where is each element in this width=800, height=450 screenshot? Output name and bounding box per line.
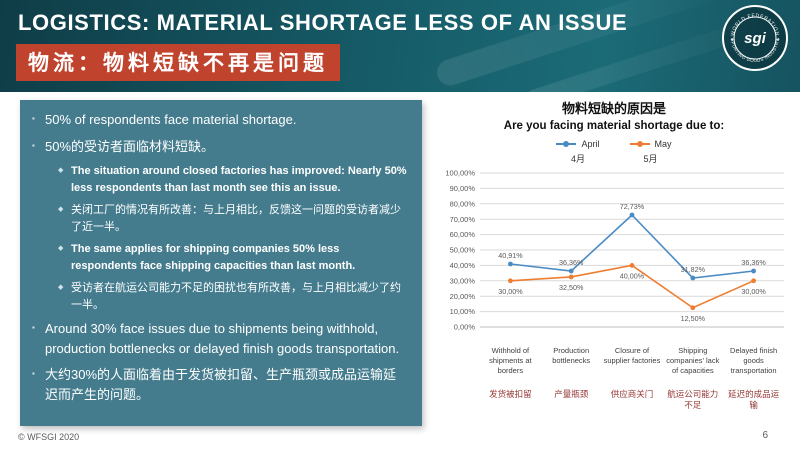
legend-marker-icon xyxy=(629,141,650,147)
x-category-label-zh: 产量瓶颈 xyxy=(554,389,589,399)
bullet-text: The same applies for shipping companies … xyxy=(71,243,356,272)
bullet-panel: ▪ 50% of respondents face material shorta… xyxy=(20,100,422,426)
data-point xyxy=(629,263,635,268)
bullet-text: 大约30%的人面临着由于发货被扣留、生产瓶颈或成品运输延迟而产生的问题。 xyxy=(45,367,397,402)
x-category-label-en: Withhold of shipments at borders xyxy=(489,346,532,376)
copyright-text: © WFSGI 2020 xyxy=(18,432,80,442)
y-tick-label: 100,00% xyxy=(445,169,475,178)
logo-star-icon: ✦ xyxy=(776,37,780,43)
legend-label-zh: 5月 xyxy=(643,154,658,164)
data-point xyxy=(751,268,756,274)
data-label: 30,00% xyxy=(498,287,523,296)
bullet-item: ▪ 大约30%的人面临着由于发货被扣留、生产瓶颈或成品运输延迟而产生的问题。 xyxy=(32,365,408,404)
data-point xyxy=(629,212,635,218)
y-tick-label: 0,00% xyxy=(454,323,476,332)
chart-title-en: Are you facing material shortage due to: xyxy=(503,120,725,132)
x-category: Closure of supplier factories 供应商关门 xyxy=(602,346,663,412)
y-tick-label: 50,00% xyxy=(450,246,476,255)
data-point xyxy=(568,268,574,274)
bullet-text: The situation around closed factories ha… xyxy=(71,165,407,194)
data-point xyxy=(751,278,756,284)
bullet-marker-icon: ▪ xyxy=(32,369,35,378)
bullet-text: 关闭工厂的情况有所改善：与上月相比，反馈这一问题的受访者减少了近一半。 xyxy=(71,204,401,233)
data-label: 12,50% xyxy=(681,314,706,323)
x-category-label-en: Closure of supplier factories xyxy=(603,346,661,366)
x-category-label-zh: 供应商关门 xyxy=(610,389,654,399)
data-label: 36,36% xyxy=(741,258,766,267)
x-category-label-zh: 发货被扣留 xyxy=(489,389,532,399)
bullet-marker-icon: ▪ xyxy=(32,114,35,123)
data-label: 72,73% xyxy=(620,202,645,211)
data-point xyxy=(690,305,696,311)
y-tick-label: 30,00% xyxy=(450,276,476,285)
header: LOGISTICS: MATERIAL SHORTAGE LESS OF AN … xyxy=(0,0,800,92)
bullet-list: ▪ 50% of respondents face material shorta… xyxy=(32,110,408,404)
data-point xyxy=(690,275,696,281)
x-category: Withhold of shipments at borders 发货被扣留 xyxy=(480,346,541,412)
legend-label: April xyxy=(581,139,600,149)
series-line-april xyxy=(510,213,754,279)
y-tick-label: 80,00% xyxy=(450,199,476,208)
chart-title-zh: 物料短缺的原因是 xyxy=(561,101,666,116)
x-category-labels: Withhold of shipments at borders 发货被扣留 Pro… xyxy=(480,346,784,412)
legend-item: April 4月 xyxy=(556,139,600,165)
bullet-item: ▪ Around 30% face issues due to shipments… xyxy=(32,319,408,358)
bullet-item: ◆ The same applies for shipping companies… xyxy=(58,241,408,274)
sgi-logo: WORLD FEDERATION SPORTING GOODS INDUSTRY… xyxy=(722,5,788,71)
bullet-marker-icon: ▪ xyxy=(32,140,35,150)
logo-star-icon: ✦ xyxy=(730,37,734,43)
x-category: Production bottlenecks 产量瓶颈 xyxy=(541,346,602,412)
data-label: 40,00% xyxy=(620,271,645,280)
bullet-item: ▪ 50%的受访者面临材料短缺。 xyxy=(32,137,408,157)
bullet-marker-icon: ◆ xyxy=(58,167,64,174)
data-label: 32,50% xyxy=(559,283,584,292)
chart-block: 物料短缺的原因是 Are you facing material shortag… xyxy=(436,98,792,412)
x-category: Shipping companies’ lack of capacities 航运… xyxy=(662,346,723,412)
bullet-marker-icon: ◆ xyxy=(58,206,64,213)
bullet-item: ▪ 50% of respondents face material shorta… xyxy=(32,110,408,130)
x-category-label-zh: 航运公司能力不足 xyxy=(667,389,719,411)
y-tick-label: 90,00% xyxy=(450,184,476,193)
bullet-item: ◆ 受访者在航运公司能力不足的困扰也有所改善，与上月相比减少了约一半。 xyxy=(58,280,408,313)
x-category-label-en: Production bottlenecks xyxy=(552,346,591,366)
bullet-marker-icon: ◆ xyxy=(58,245,64,252)
page-subtitle-zh: 物流：物料短缺不再是问题 xyxy=(16,44,340,81)
page-title: LOGISTICS: MATERIAL SHORTAGE LESS OF AN … xyxy=(18,10,628,35)
chart-legend: April 4月 May 5月 xyxy=(436,139,792,165)
data-label: 30,00% xyxy=(741,287,766,296)
data-label: 31,82% xyxy=(681,265,706,274)
bullet-text: Around 30% face issues due to shipments … xyxy=(45,321,400,356)
data-point xyxy=(568,274,574,280)
legend-label: May xyxy=(654,139,672,149)
data-label: 40,91% xyxy=(498,251,523,260)
bullet-text: 50%的受访者面临材料短缺。 xyxy=(45,138,215,154)
logo-text: sgi xyxy=(744,30,767,47)
x-category-label-en: Delayed finish goods transportation xyxy=(730,346,778,376)
y-tick-label: 60,00% xyxy=(450,230,476,239)
legend-label-zh: 4月 xyxy=(570,154,585,164)
data-label: 36,36% xyxy=(559,258,584,267)
line-chart: 100,00% 90,00% 80,00% 70,00% 60,00% 50,00% 40,… xyxy=(445,169,784,332)
data-point xyxy=(508,261,513,267)
bullet-text: 50% of respondents face material shortag… xyxy=(45,112,297,127)
legend-marker-icon xyxy=(556,141,577,147)
bullet-text: 受访者在航运公司能力不足的困扰也有所改善，与上月相比减少了约一半。 xyxy=(71,282,401,311)
data-point xyxy=(508,278,513,284)
x-category-label-zh: 延迟的成品运输 xyxy=(728,389,780,411)
bullet-marker-icon: ▪ xyxy=(32,323,35,332)
x-category-label-en: Shipping companies’ lack of capacities xyxy=(666,346,720,376)
bullet-item: ◆ 关闭工厂的情况有所改善：与上月相比，反馈这一问题的受访者减少了近一半。 xyxy=(58,202,408,235)
y-tick-label: 10,00% xyxy=(450,307,476,316)
y-tick-label: 40,00% xyxy=(450,261,476,270)
page-number: 6 xyxy=(762,430,768,441)
y-tick-label: 20,00% xyxy=(450,292,476,301)
bullet-marker-icon: ◆ xyxy=(58,284,64,291)
x-category: Delayed finish goods transportation 延迟的成品… xyxy=(723,346,784,412)
legend-item: May 5月 xyxy=(629,139,672,165)
bullet-item: ◆ The situation around closed factories h… xyxy=(58,163,408,196)
y-tick-label: 70,00% xyxy=(450,215,476,224)
